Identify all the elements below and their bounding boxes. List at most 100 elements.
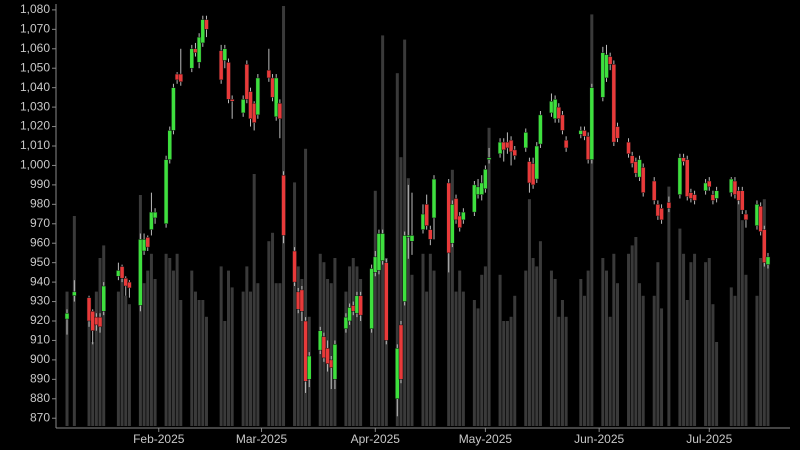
- candle-body: [633, 161, 639, 174]
- x-tick-label: Feb-2025: [133, 432, 185, 446]
- candle-body: [560, 114, 565, 131]
- candle-body: [101, 285, 106, 312]
- volume-bar: [142, 283, 146, 426]
- candle-body: [119, 266, 125, 279]
- candle-body: [677, 157, 683, 195]
- y-tick-label: 1,070: [20, 22, 50, 36]
- candle-body: [163, 159, 169, 225]
- candle-body: [196, 36, 202, 63]
- volume-bar: [535, 266, 539, 426]
- volume-bar: [193, 291, 197, 426]
- volume-bar: [531, 258, 535, 426]
- candle-body: [424, 204, 429, 226]
- volume-bar: [226, 270, 230, 426]
- volume-bar: [249, 291, 253, 426]
- volume-bar: [601, 258, 605, 426]
- volume-bar: [153, 279, 157, 426]
- volume-bar: [91, 342, 95, 426]
- candle-body: [149, 211, 154, 230]
- candle-body: [189, 48, 195, 69]
- volume-bar: [245, 266, 249, 426]
- x-tick-label: Jun-2025: [574, 432, 624, 446]
- volume-bar: [524, 270, 528, 426]
- volume-bar: [425, 291, 429, 426]
- volume-bar: [740, 220, 744, 426]
- y-tick-label: 1,050: [20, 60, 50, 74]
- candle-body: [255, 77, 261, 116]
- x-tick-label: Mar-2025: [236, 432, 288, 446]
- candle-body: [292, 250, 297, 283]
- candle-body: [240, 99, 246, 114]
- volume-bar: [359, 279, 363, 426]
- candle-body: [611, 64, 617, 143]
- volume-bar: [267, 241, 271, 426]
- candle-body: [578, 130, 584, 135]
- candle-body: [358, 295, 363, 316]
- volume-bar: [252, 174, 256, 426]
- volume-bar: [447, 211, 451, 426]
- volume-bar: [223, 321, 227, 426]
- volume-bar: [102, 245, 106, 426]
- volume-bar: [744, 274, 748, 426]
- volume-bar: [660, 308, 664, 426]
- candle-body: [585, 136, 591, 160]
- candle-body: [321, 336, 327, 359]
- y-tick-label: 940: [30, 274, 50, 288]
- candle-body: [629, 155, 635, 164]
- candle-body: [167, 130, 173, 160]
- candle-body: [538, 114, 543, 145]
- candle-body: [475, 186, 481, 195]
- candle-body: [607, 56, 613, 65]
- candle-body: [505, 141, 510, 149]
- candle-body: [248, 91, 253, 120]
- candle-body: [127, 281, 132, 289]
- volume-bar: [557, 316, 561, 426]
- candle-body: [703, 182, 708, 191]
- candle-body: [431, 178, 437, 219]
- candle-body: [626, 141, 631, 155]
- volume-bar: [678, 228, 682, 426]
- volume-bar: [219, 266, 223, 426]
- candle-body: [461, 211, 466, 221]
- volume-bar: [293, 182, 297, 426]
- volume-bar: [652, 295, 656, 426]
- volume-bar: [553, 279, 557, 426]
- volume-bar: [707, 258, 711, 426]
- candle-body: [380, 233, 385, 261]
- candle-body: [762, 229, 767, 263]
- volume-bar: [729, 287, 733, 426]
- candle-body: [347, 307, 352, 322]
- candle-body: [376, 233, 382, 271]
- candle-body: [295, 291, 301, 310]
- candle-body: [303, 320, 308, 382]
- candle-body: [86, 297, 92, 322]
- volume-bar: [458, 270, 462, 426]
- candle-body: [710, 194, 716, 201]
- volume-bar: [538, 241, 542, 426]
- volume-bar: [608, 316, 612, 426]
- volume-bar: [72, 216, 76, 426]
- volume-bar: [472, 300, 476, 426]
- candle-body: [409, 235, 415, 242]
- volume-bar: [755, 295, 759, 426]
- candle-body: [72, 291, 77, 296]
- volume-bar: [564, 316, 568, 426]
- volume-bar: [630, 245, 634, 426]
- y-tick-label: 1,000: [20, 158, 50, 172]
- volume-bar: [406, 178, 410, 426]
- candle-body: [273, 77, 279, 118]
- y-tick-label: 990: [30, 177, 50, 191]
- volume-bar: [483, 266, 487, 426]
- candle-body: [457, 215, 462, 228]
- candle-body: [200, 19, 206, 44]
- candle-body: [373, 256, 378, 273]
- volume-bar: [87, 300, 91, 426]
- candle-body: [556, 106, 562, 120]
- candle-body: [453, 198, 459, 221]
- volume-bar: [450, 169, 454, 427]
- y-tick-label: 1,080: [20, 2, 50, 16]
- candle-body: [281, 174, 286, 236]
- volume-bar: [737, 195, 741, 426]
- volume-bar: [586, 270, 590, 426]
- candle-body: [765, 256, 771, 265]
